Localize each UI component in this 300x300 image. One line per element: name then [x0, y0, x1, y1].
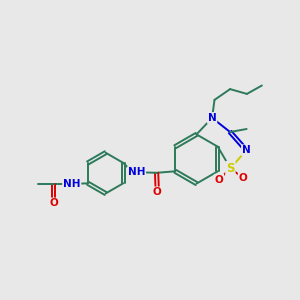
Text: NH: NH	[128, 167, 145, 177]
Text: NH: NH	[63, 179, 80, 189]
Text: O: O	[153, 187, 162, 197]
Text: H: H	[132, 167, 141, 177]
Text: S: S	[226, 162, 235, 175]
Text: O: O	[50, 198, 58, 208]
Text: O: O	[238, 173, 247, 183]
Text: O: O	[214, 175, 224, 185]
Text: N: N	[242, 145, 251, 155]
Text: N: N	[208, 113, 217, 123]
